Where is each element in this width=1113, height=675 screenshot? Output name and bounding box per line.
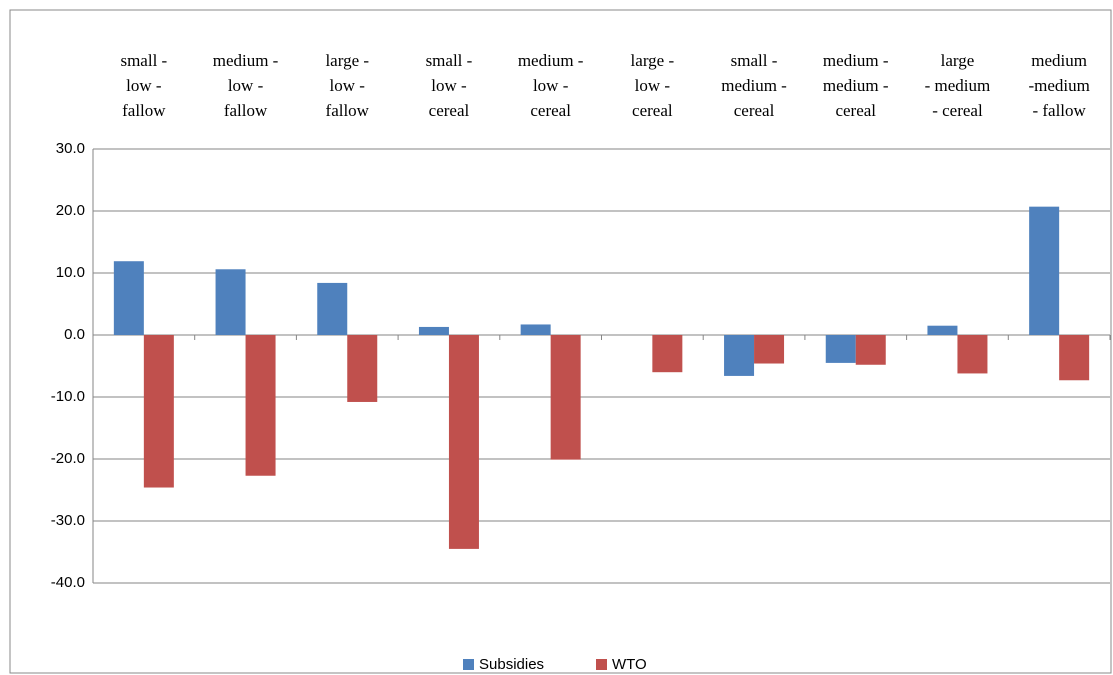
bar xyxy=(1029,206,1060,335)
x-tick-label: low - xyxy=(533,76,569,95)
x-tick-label: - medium xyxy=(925,76,991,95)
bar xyxy=(215,269,246,335)
x-tick-label: medium - xyxy=(518,51,584,70)
bar xyxy=(520,324,551,335)
y-tick-label: -40.0 xyxy=(51,574,85,591)
bar xyxy=(347,335,378,402)
bar xyxy=(855,335,886,365)
x-tick-label: large - xyxy=(631,51,675,70)
y-tick-label: 0.0 xyxy=(64,326,85,343)
bar xyxy=(652,335,683,373)
bar xyxy=(448,335,479,549)
x-tick-label: cereal xyxy=(429,101,470,120)
x-tick-label: - cereal xyxy=(932,101,983,120)
bar xyxy=(550,335,581,460)
y-tick-label: 20.0 xyxy=(56,202,85,219)
x-tick-label: cereal xyxy=(632,101,673,120)
x-tick-label: - fallow xyxy=(1032,101,1086,120)
x-tick-label: small - xyxy=(120,51,167,70)
bar xyxy=(317,282,348,335)
x-tick-label: medium - xyxy=(823,51,889,70)
bar xyxy=(957,335,988,374)
x-tick-label: low - xyxy=(635,76,671,95)
x-tick-label: cereal xyxy=(734,101,775,120)
y-tick-label: -30.0 xyxy=(51,512,85,529)
x-tick-label: large xyxy=(941,51,975,70)
y-tick-label: -10.0 xyxy=(51,388,85,405)
bar xyxy=(1059,335,1090,381)
bar xyxy=(724,335,755,376)
legend-label: WTO xyxy=(612,656,647,673)
bar xyxy=(825,335,856,363)
y-tick-label: -20.0 xyxy=(51,450,85,467)
bar xyxy=(418,326,449,335)
x-tick-label: large - xyxy=(325,51,369,70)
bar xyxy=(927,325,958,335)
x-tick-label: -medium xyxy=(1028,76,1089,95)
x-tick-label: medium - xyxy=(213,51,279,70)
x-tick-label: small - xyxy=(731,51,778,70)
bar xyxy=(143,335,174,488)
legend-swatch xyxy=(596,659,607,670)
x-tick-label: fallow xyxy=(122,101,166,120)
legend-label: Subsidies xyxy=(479,656,544,673)
x-tick-label: low - xyxy=(330,76,366,95)
x-tick-label: low - xyxy=(228,76,264,95)
x-tick-label: medium xyxy=(1031,51,1087,70)
x-tick-label: low - xyxy=(431,76,467,95)
x-tick-label: cereal xyxy=(835,101,876,120)
x-tick-label: low - xyxy=(126,76,162,95)
y-tick-label: 10.0 xyxy=(56,264,85,281)
legend-swatch xyxy=(463,659,474,670)
bar xyxy=(245,335,276,476)
x-tick-label: fallow xyxy=(224,101,268,120)
x-tick-label: fallow xyxy=(326,101,370,120)
bar xyxy=(754,335,785,364)
x-tick-label: small - xyxy=(426,51,473,70)
bar xyxy=(113,261,144,335)
y-tick-label: 30.0 xyxy=(56,140,85,157)
x-tick-label: medium - xyxy=(721,76,787,95)
x-tick-label: cereal xyxy=(530,101,571,120)
x-tick-label: medium - xyxy=(823,76,889,95)
